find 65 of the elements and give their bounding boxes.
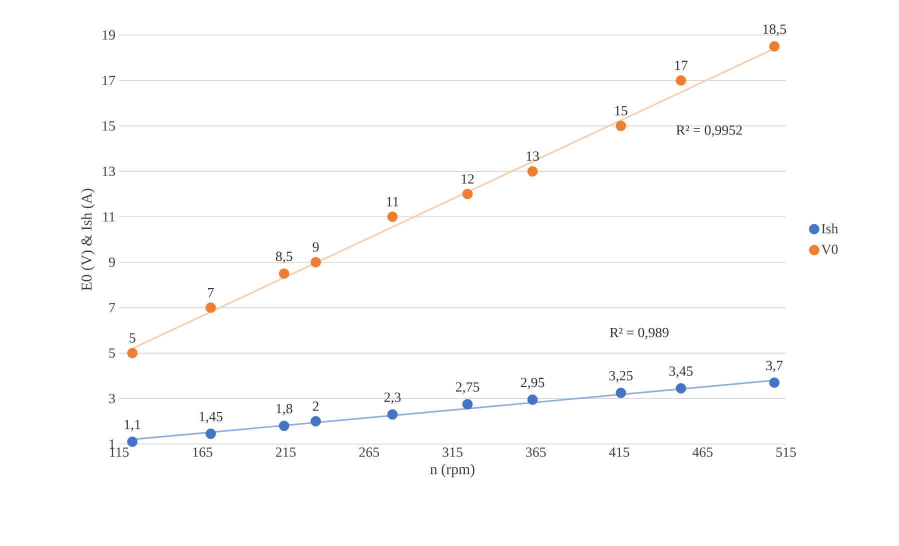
annotation: R² = 0,9952 (676, 125, 742, 137)
data-label: 15 (615, 106, 628, 116)
point (206, 302, 216, 313)
y-tick-label: 5 (109, 348, 115, 358)
legend-label: V0 (821, 244, 838, 254)
x-tick-label: 165 (193, 448, 212, 457)
annotation: R² = 0,989 (610, 328, 669, 340)
point (387, 212, 398, 222)
data-label: 9 (312, 242, 319, 252)
point (527, 166, 538, 177)
x-tick-label: 415 (609, 448, 630, 457)
y-tick-label: 15 (102, 121, 115, 131)
point (527, 394, 538, 405)
data-label: 12 (462, 174, 474, 184)
x-tick-label: 215 (276, 448, 296, 457)
data-label: 8,5 (276, 252, 292, 264)
data-label: 7 (208, 288, 214, 298)
y-tick-label: 1 (110, 439, 115, 449)
x-axis-title: n (rpm) (430, 464, 474, 478)
data-label: 11 (386, 197, 398, 206)
data-label: 13 (526, 151, 539, 161)
y-tick-label: 19 (102, 30, 115, 40)
point (206, 428, 216, 439)
data-label: 1,8 (276, 404, 292, 416)
data-label: 2,75 (456, 382, 480, 394)
point (616, 388, 626, 398)
point (127, 348, 138, 358)
point (676, 75, 686, 86)
x-tick-label: 265 (359, 448, 380, 457)
point (310, 257, 321, 268)
x-tick-label: 465 (692, 448, 713, 457)
point (127, 436, 138, 447)
point (676, 383, 686, 394)
legend-label: Ish (822, 224, 838, 234)
point (387, 409, 398, 420)
x-tick-label: 315 (442, 448, 462, 457)
y-axis-title: E0 (V) & Ish (A) (81, 188, 95, 291)
data-label: 3,45 (669, 366, 693, 378)
y-tick-label: 3 (109, 394, 115, 404)
point (462, 188, 473, 200)
point (462, 399, 473, 410)
data-label: 1,1 (124, 420, 140, 432)
point (769, 377, 780, 388)
y-tick-label: 7 (109, 303, 116, 312)
data-label: 5 (130, 333, 136, 343)
data-label: 2 (312, 402, 318, 411)
data-label: 1,45 (200, 412, 222, 424)
point (616, 120, 626, 132)
data-label: 2,3 (384, 392, 401, 404)
y-tick-label: 11 (103, 212, 115, 222)
point (278, 420, 290, 431)
x-tick-label: 115 (110, 448, 129, 457)
data-label: 2,95 (520, 378, 544, 390)
y-tick-label: 9 (108, 258, 115, 267)
data-label: 3,25 (609, 371, 633, 382)
data-label: 18,5 (763, 24, 786, 36)
y-tick-label: 17 (102, 76, 116, 86)
point (310, 416, 321, 426)
x-tick-label: 365 (526, 448, 546, 457)
point (769, 41, 780, 52)
x-tick-label: 515 (776, 448, 796, 457)
y-tick-label: 13 (102, 166, 115, 176)
data-label: 17 (675, 60, 688, 70)
data-label: 3,7 (766, 360, 783, 372)
point (278, 268, 290, 279)
